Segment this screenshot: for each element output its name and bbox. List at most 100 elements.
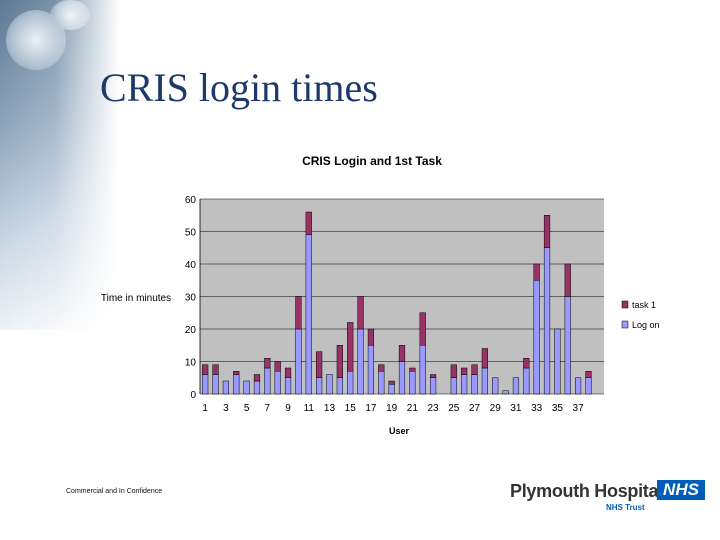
bar-log-on [367,345,375,395]
legend-label: Log on [632,320,660,330]
y-tick-label: 10 [185,358,197,369]
bar-log-on [409,371,416,395]
bar-task-1 [471,364,478,375]
corner-photo [0,0,120,330]
bar-log-on [450,377,457,395]
bar-log-on [212,374,219,395]
bar-task-1 [409,367,416,372]
x-tick-label: 17 [365,403,377,414]
bar-task-1 [347,322,354,372]
bar-log-on [481,367,488,395]
x-tick-label: 11 [304,403,315,414]
x-tick-label: 21 [407,403,419,414]
bar-log-on [461,374,468,395]
chart-title: CRIS Login and 1st Task [302,154,442,168]
bar-task-1 [316,351,323,378]
x-tick-label: 7 [265,403,271,414]
x-tick-label: 37 [573,403,585,414]
x-tick-label: 35 [552,403,564,414]
x-tick-label: 3 [223,403,229,414]
x-tick-label: 33 [531,403,543,414]
x-tick-label: 13 [324,403,336,414]
bar-log-on [523,367,530,395]
bar-task-1 [305,211,312,235]
logo-name: Plymouth Hospitals [510,481,673,501]
bar-log-on [264,367,271,395]
bar-log-on [543,247,551,395]
bar-log-on [326,374,333,395]
legend-swatch [621,300,629,309]
slide-title: CRIS login times [100,65,378,110]
bar-group [202,211,592,395]
nhs-logo-badge: NHS [657,480,705,500]
legend-label: task 1 [632,300,656,310]
bar-log-on [316,377,323,395]
x-tick-label: 29 [490,403,502,414]
bar-task-1 [357,296,364,330]
x-axis-label: User [389,426,410,436]
bar-log-on [419,345,426,395]
bar-log-on [284,377,292,395]
bar-task-1 [212,364,219,375]
x-tick-label: 23 [428,403,440,414]
x-tick-label: 15 [345,403,357,414]
bar-task-1 [295,296,302,330]
bar-log-on [564,296,571,395]
bar-task-1 [450,364,457,378]
x-tick-label: 1 [202,403,208,414]
bar-task-1 [253,374,261,382]
bar-task-1 [398,345,406,362]
x-tick-label: 31 [510,403,522,414]
y-tick-label: 30 [185,293,197,304]
bar-log-on [554,328,561,395]
x-tick-label: 19 [386,403,398,414]
surgical-lamp-image [50,0,90,30]
bar-task-1 [378,364,385,372]
footer-note: Commercial and In Confidence [66,488,163,495]
bar-log-on [378,371,385,395]
y-tick-label: 40 [185,260,197,271]
bar-task-1 [461,367,468,375]
logo-subtitle: NHS Trust [606,503,645,512]
legend: task 1 Log on [621,300,660,330]
y-axis-ticks: 0 10 20 30 40 50 60 [185,195,197,401]
bar-task-1 [274,361,281,372]
bar-log-on [295,328,302,395]
x-tick-label: 25 [448,403,460,414]
y-tick-label: 20 [185,325,197,336]
bar-task-1 [564,263,571,297]
bar-log-on [471,374,478,395]
bar-task-1 [367,328,375,346]
bar-task-1 [419,312,426,346]
x-axis-ticks: 1 3 5 7 9 11 13 15 17 19 21 23 25 27 29 31 33 35 37 [202,403,584,414]
bar-log-on [585,377,592,395]
bar-task-1 [264,358,271,369]
bar-task-1 [202,364,209,375]
bar-log-on [336,377,343,395]
bar-log-on [398,361,406,395]
bar-log-on [233,374,240,395]
bar-task-1 [585,371,592,378]
bar-task-1 [429,374,437,378]
y-tick-label: 0 [190,390,196,401]
bar-task-1 [233,371,240,375]
bar-log-on [575,377,582,395]
x-tick-label: 5 [244,403,250,414]
bar-task-1 [388,380,395,385]
bar-log-on [347,371,354,395]
bar-log-on [502,390,509,395]
bar-task-1 [543,215,551,248]
x-tick-label: 9 [285,403,291,414]
x-tick-label: 27 [469,403,481,414]
bar-task-1 [481,348,488,369]
bar-task-1 [284,367,292,378]
bar-log-on [357,328,364,395]
y-tick-label: 60 [185,195,197,206]
bar-log-on [533,280,540,395]
bar-log-on [253,380,261,395]
bar-log-on [222,380,229,395]
bar-log-on [512,377,520,395]
bar-log-on [243,380,250,395]
bar-task-1 [533,263,540,281]
